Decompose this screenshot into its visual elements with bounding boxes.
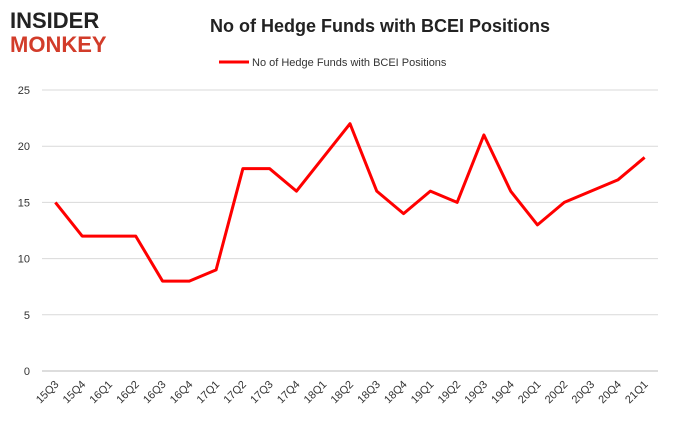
y-tick-label: 25 xyxy=(18,85,30,97)
y-tick-label: 20 xyxy=(18,141,30,153)
y-tick-label: 10 xyxy=(18,254,30,266)
y-tick-label: 5 xyxy=(24,310,30,322)
y-tick-label: 15 xyxy=(18,197,30,209)
chart-title: No of Hedge Funds with BCEI Positions xyxy=(210,16,550,36)
logo-line1: INSIDER xyxy=(10,8,99,33)
logo-line2: MONKEY xyxy=(10,32,107,57)
data-line xyxy=(54,122,646,283)
y-tick-label: 0 xyxy=(24,366,30,378)
legend-label: No of Hedge Funds with BCEI Positions xyxy=(252,57,447,69)
